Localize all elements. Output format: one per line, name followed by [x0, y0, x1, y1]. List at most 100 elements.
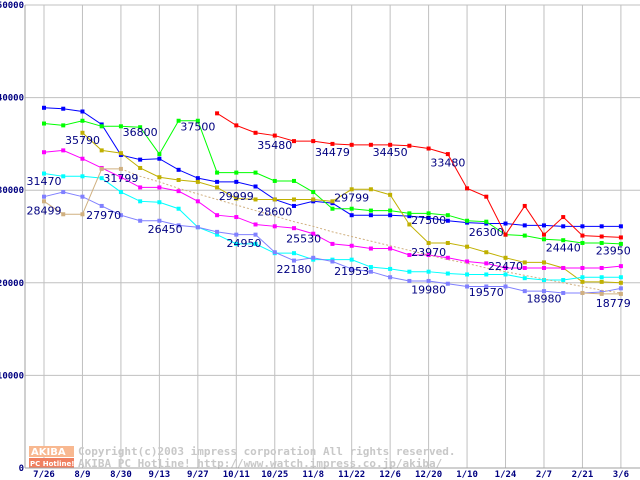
- data-point-cyan: [599, 275, 604, 280]
- data-point-green: [330, 206, 335, 211]
- data-label: 25530: [286, 232, 321, 245]
- data-point-cyan: [407, 269, 412, 274]
- data-point-blue: [445, 218, 450, 223]
- data-point-lavender: [138, 218, 143, 223]
- data-point-green: [618, 241, 623, 246]
- data-point-magenta: [522, 265, 527, 270]
- logo-top-bg: [29, 446, 74, 457]
- data-label: 23950: [596, 244, 631, 257]
- data-point-olive: [522, 260, 527, 265]
- data-point-olive: [138, 165, 143, 170]
- data-point-magenta: [291, 226, 296, 231]
- y-tick-label: 50000: [0, 1, 24, 11]
- data-point-olive: [99, 148, 104, 153]
- data-label: 22180: [276, 263, 311, 276]
- data-label: 29799: [334, 192, 369, 205]
- y-tick-label: 20000: [0, 279, 24, 289]
- data-label: 26450: [148, 223, 183, 236]
- x-tick-label: 1/24: [495, 470, 517, 480]
- data-label: 36800: [123, 126, 158, 139]
- data-point-olive: [407, 222, 412, 227]
- series-line-red: [216, 112, 621, 238]
- data-point-green: [426, 211, 431, 216]
- data-point-lavender: [118, 213, 123, 218]
- data-label: 35790: [65, 134, 100, 147]
- data-point-lavender: [234, 232, 239, 237]
- data-point-tan: [99, 166, 104, 171]
- data-point-green: [80, 118, 85, 123]
- data-point-magenta: [157, 185, 162, 190]
- data-point-magenta: [618, 264, 623, 269]
- data-point-cyan: [99, 176, 104, 181]
- data-point-magenta: [61, 148, 66, 153]
- data-point-tan-end: [618, 291, 623, 296]
- data-label: 26300: [469, 226, 504, 239]
- x-tick-label: 8/9: [74, 470, 90, 480]
- copyright-text: Copyright(c)2003 impress corporation All…: [78, 445, 456, 458]
- data-point-blue: [195, 176, 200, 181]
- data-point-red: [426, 146, 431, 151]
- data-point-magenta: [388, 246, 393, 251]
- data-point-lavender: [484, 284, 489, 289]
- data-point-green: [253, 170, 258, 175]
- data-point-lavender: [465, 284, 470, 289]
- data-point-tan: [42, 199, 46, 204]
- data-point-red: [618, 235, 623, 240]
- data-point-red: [388, 142, 393, 147]
- data-point-lavender: [272, 250, 277, 255]
- x-tick-label: 8/30: [110, 470, 132, 480]
- data-point-red: [407, 143, 412, 148]
- data-point-blue: [253, 184, 258, 189]
- data-point-lavender: [99, 203, 104, 208]
- data-label: 18779: [596, 297, 631, 310]
- data-point-magenta: [503, 265, 508, 270]
- logo-top-text: AKIBA: [31, 447, 66, 458]
- data-label: 28499: [27, 205, 62, 218]
- data-point-lavender: [253, 232, 258, 237]
- data-point-magenta: [118, 175, 123, 180]
- data-point-olive: [484, 250, 489, 255]
- watermark: AKIBA PC Hotline! Copyright(c)2003 impre…: [29, 445, 456, 470]
- x-tick-label: 3/6: [613, 470, 629, 480]
- data-point-olive: [253, 197, 258, 202]
- data-point-green: [522, 233, 527, 238]
- data-point-red: [465, 186, 470, 191]
- y-tick-label: 40000: [0, 94, 24, 104]
- x-tick-label: 1/10: [456, 470, 478, 480]
- data-point-cyan: [176, 206, 181, 211]
- data-point-olive: [388, 192, 393, 197]
- data-label: 19980: [411, 283, 446, 296]
- data-point-lavender: [426, 278, 431, 283]
- data-point-blue: [61, 106, 66, 111]
- data-point-blue: [176, 167, 181, 172]
- data-point-magenta: [349, 243, 354, 248]
- data-point-magenta: [138, 185, 143, 190]
- data-point-blue: [503, 221, 508, 226]
- data-point-cyan: [465, 272, 470, 277]
- data-point-green: [484, 219, 489, 224]
- data-point-red: [311, 139, 316, 144]
- data-point-tan: [80, 212, 85, 217]
- data-point-lavender: [311, 255, 316, 260]
- data-point-cyan: [118, 190, 123, 195]
- data-point-red: [503, 232, 508, 237]
- data-label: 19570: [469, 286, 504, 299]
- data-label: 18980: [526, 293, 561, 306]
- logo-bottom-bg: [29, 458, 74, 468]
- data-label: 37500: [180, 120, 215, 133]
- data-point-cyan: [580, 275, 585, 280]
- data-label: 35480: [257, 139, 292, 152]
- data-point-olive: [311, 197, 316, 202]
- data-point-blue: [580, 224, 585, 229]
- data-label: 31799: [103, 172, 138, 185]
- x-tick-label: 11/8: [302, 470, 324, 480]
- data-point-olive: [291, 197, 296, 202]
- data-point-magenta: [580, 265, 585, 270]
- data-point-cyan: [349, 257, 354, 262]
- data-point-lavender: [503, 284, 508, 289]
- data-point-olive: [349, 187, 354, 192]
- data-point-cyan: [445, 271, 450, 276]
- data-point-magenta: [368, 246, 373, 251]
- data-point-cyan: [618, 275, 623, 280]
- data-point-magenta: [80, 156, 85, 161]
